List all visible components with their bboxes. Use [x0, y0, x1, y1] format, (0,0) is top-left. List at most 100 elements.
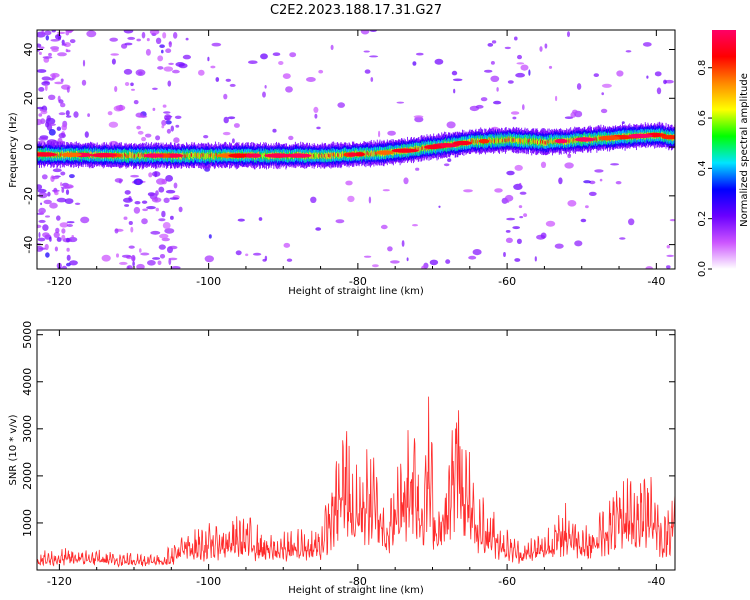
heatmap-cell [447, 158, 452, 163]
heatmap-cell [492, 138, 494, 142]
heatmap-cell [66, 221, 75, 224]
heatmap-cell [412, 147, 414, 151]
heatmap-cell [134, 201, 141, 205]
heatmap-cell [414, 147, 416, 151]
heatmap-cell [387, 246, 393, 252]
heatmap-cell [654, 71, 662, 77]
heatmap-cell [610, 163, 620, 166]
heatmap-cell [517, 139, 519, 143]
heatmap-cell [155, 207, 159, 212]
heatmap-cell [544, 140, 546, 144]
heatmap-cell [45, 252, 50, 258]
heatmap-cell [513, 138, 515, 142]
heatmap-cell [152, 107, 156, 111]
heatmap-cell [128, 221, 133, 225]
heatmap-cell [663, 79, 667, 85]
heatmap-cell [86, 30, 97, 38]
heatmap-cell [515, 139, 517, 143]
heatmap-cell [149, 30, 160, 35]
heatmap-cell [506, 138, 508, 142]
heatmap-cell [494, 139, 496, 143]
heatmap-cell [44, 84, 48, 91]
heatmap-cell [341, 153, 343, 158]
heatmap-cell [204, 154, 206, 159]
heatmap-cell [210, 65, 216, 69]
heatmap-cell [137, 153, 139, 158]
heatmap-cell [194, 153, 196, 157]
heatmap-cell [523, 139, 525, 144]
heatmap-cell [140, 154, 142, 158]
heatmap-cell [41, 30, 44, 35]
heatmap-cell [49, 202, 58, 209]
heatmap-cell [58, 99, 64, 104]
heatmap-cell [330, 44, 334, 51]
heatmap-cell [45, 35, 49, 41]
heatmap-cell [272, 128, 277, 133]
heatmap-cell [178, 206, 183, 213]
heatmap-cell [133, 154, 135, 158]
heatmap-cell [134, 153, 136, 158]
heatmap-cell [66, 237, 70, 243]
heatmap-cell [73, 111, 79, 118]
heatmap-cell [503, 139, 504, 143]
heatmap-cell [66, 49, 71, 53]
heatmap-cell [151, 197, 162, 203]
heatmap-cell [46, 115, 51, 122]
heatmap-cell [318, 154, 320, 158]
heatmap-cell [188, 154, 190, 158]
heatmap-cell [48, 129, 56, 136]
heatmap-cell [61, 39, 65, 45]
heatmap-cell [161, 178, 167, 185]
heatmap-cell [47, 191, 51, 197]
heatmap-cell [124, 153, 126, 158]
heatmap-cell [44, 30, 52, 36]
heatmap-cell [50, 72, 60, 78]
heatmap-cell [499, 137, 501, 142]
heatmap-cell [332, 154, 334, 158]
heatmap-cell [337, 153, 339, 157]
heatmap-cell [387, 130, 396, 136]
heatmap-cell [53, 231, 60, 238]
heatmap-cell [321, 153, 322, 158]
heatmap-cell [476, 139, 478, 143]
heatmap-cell [169, 197, 179, 200]
heatmap-cell [61, 187, 65, 193]
heatmap-cell [198, 154, 200, 158]
heatmap-cell [128, 154, 130, 159]
heatmap-cell [534, 256, 537, 262]
heatmap-cell [318, 69, 324, 74]
heatmap-cell [534, 139, 536, 143]
heatmap-cell [489, 138, 491, 142]
heatmap-cell [55, 227, 60, 234]
heatmap-cell [445, 259, 451, 264]
heatmap-cell [51, 189, 60, 192]
heatmap-cell [133, 100, 139, 105]
heatmap-cell [555, 95, 558, 102]
heatmap-cell [516, 62, 525, 65]
heatmap-cell [64, 198, 74, 205]
heatmap-cell [535, 140, 537, 144]
heatmap-cell [263, 153, 265, 157]
heatmap-cell [38, 137, 49, 141]
heatmap-cell [48, 52, 52, 57]
heatmap-cell [522, 104, 525, 111]
heatmap-cell [140, 252, 150, 256]
heatmap-cell [509, 137, 511, 141]
heatmap-cell [527, 140, 529, 144]
heatmap-cell [52, 168, 62, 173]
heatmap-cell [60, 182, 63, 187]
heatmap-cell [38, 87, 45, 92]
heatmap-cell [537, 140, 539, 145]
heatmap-cell [69, 39, 76, 44]
heatmap-cell [669, 219, 675, 222]
heatmap-cell [171, 266, 181, 269]
heatmap-cell [215, 153, 217, 158]
heatmap-cell [84, 131, 89, 138]
heatmap-cell [475, 104, 484, 109]
heatmap-cell [125, 154, 127, 158]
heatmap-cell [123, 68, 133, 75]
heatmap-cell [210, 152, 212, 157]
heatmap-cell [380, 224, 388, 230]
heatmap-cell [452, 78, 463, 82]
heatmap-cell [260, 53, 268, 60]
